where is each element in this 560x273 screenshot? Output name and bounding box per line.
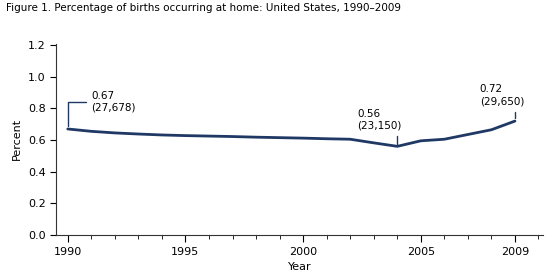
Text: 0.56
(23,150): 0.56 (23,150) (357, 109, 402, 144)
Text: 0.67
(27,678): 0.67 (27,678) (68, 91, 136, 126)
Text: 0.72
(29,650): 0.72 (29,650) (480, 84, 524, 118)
X-axis label: Year: Year (288, 262, 311, 272)
Y-axis label: Percent: Percent (12, 118, 22, 160)
Text: Figure 1. Percentage of births occurring at home: United States, 1990–2009: Figure 1. Percentage of births occurring… (6, 3, 400, 13)
